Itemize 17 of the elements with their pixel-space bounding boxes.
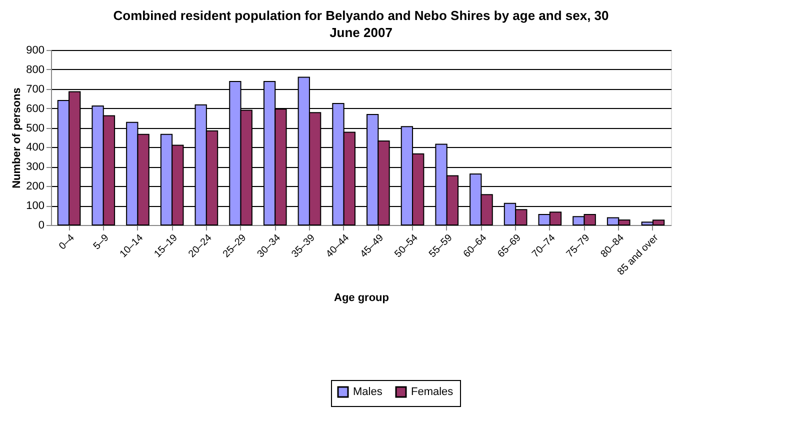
y-tick-label: 600 bbox=[26, 102, 44, 115]
x-tick-label: 5–9 bbox=[92, 232, 112, 252]
x-axis-title: Age group bbox=[334, 292, 390, 304]
y-tick-label: 500 bbox=[26, 122, 44, 134]
y-tick-label: 100 bbox=[26, 200, 44, 212]
x-tick-label: 0–4 bbox=[57, 232, 78, 252]
legend-label: Males bbox=[353, 386, 383, 398]
y-tick-label: 400 bbox=[26, 142, 44, 154]
y-tick-label: 900 bbox=[26, 44, 44, 56]
y-tick-label: 0 bbox=[38, 220, 44, 232]
y-axis-title: Number of persons bbox=[11, 88, 24, 188]
legend-label: Females bbox=[411, 386, 454, 398]
y-tick-label: 200 bbox=[26, 180, 44, 193]
y-tick-label: 700 bbox=[26, 83, 44, 96]
chart-title: Combined resident population for Belyando and Nebo Shires by age and sex, 30 June 2007 bbox=[113, 8, 609, 40]
y-tick-label: 800 bbox=[26, 64, 44, 76]
y-tick-label: 300 bbox=[26, 161, 44, 174]
